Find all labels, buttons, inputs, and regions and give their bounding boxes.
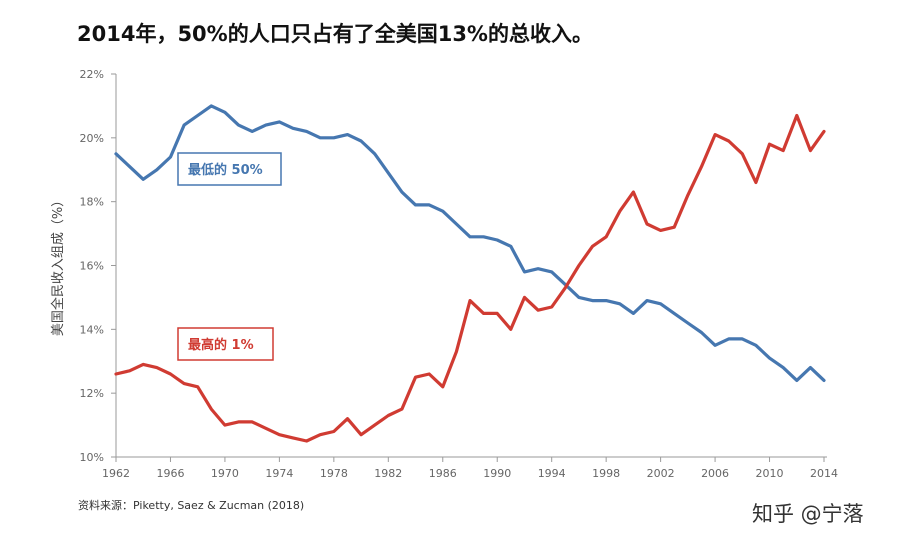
y-tick-label: 14% <box>80 323 104 336</box>
legend-box-top1 <box>177 327 274 361</box>
x-tick-label: 1998 <box>592 467 620 480</box>
y-tick-label: 10% <box>80 451 104 464</box>
x-tick-label: 2014 <box>810 467 838 480</box>
x-tick-label: 1966 <box>156 467 184 480</box>
legend-label-top1: 最高的 1% <box>188 337 254 353</box>
x-tick-label: 1986 <box>429 467 457 480</box>
x-tick-label: 1978 <box>320 467 348 480</box>
x-tick-label: 1990 <box>483 467 511 480</box>
x-tick-label: 1982 <box>374 467 402 480</box>
x-tick-label: 1962 <box>102 467 130 480</box>
legend-box-bottom50 <box>177 152 282 186</box>
legend-bottom50: 最低的 50% <box>177 152 282 186</box>
watermark: 知乎 @宁落 <box>752 502 864 526</box>
y-tick-label: 16% <box>80 260 104 273</box>
x-tick-label: 1970 <box>211 467 239 480</box>
series-line-bottom50 <box>114 104 826 382</box>
y-tick-label: 22% <box>80 68 104 81</box>
x-tick-label: 1994 <box>538 467 566 480</box>
x-tick-label: 2006 <box>701 467 729 480</box>
y-axis-ticks: 10% 12% 14% 16% 18% 20% 22% <box>80 68 116 464</box>
y-tick-label: 18% <box>80 196 104 209</box>
legend-top1: 最高的 1% <box>177 327 274 361</box>
x-tick-label: 1974 <box>265 467 293 480</box>
chart-title: 2014年，50%的人口只占有了全美国13%的总收入。 <box>77 22 593 46</box>
legend-label-bottom50: 最低的 50% <box>188 162 263 178</box>
y-tick-label: 12% <box>80 387 104 400</box>
y-tick-label: 20% <box>80 132 104 145</box>
x-axis-ticks: 1962 1966 1970 1974 1978 1982 1986 1990 1994 1998… <box>102 457 838 480</box>
source-note: 资料来源：Piketty, Saez & Zucman (2018) <box>78 499 305 512</box>
y-axis-label: 美国全民收入组成（%） <box>50 194 66 336</box>
x-tick-label: 2002 <box>647 467 675 480</box>
x-tick-label: 2010 <box>756 467 784 480</box>
series-lines <box>114 104 826 443</box>
series-line-top1 <box>114 113 826 443</box>
